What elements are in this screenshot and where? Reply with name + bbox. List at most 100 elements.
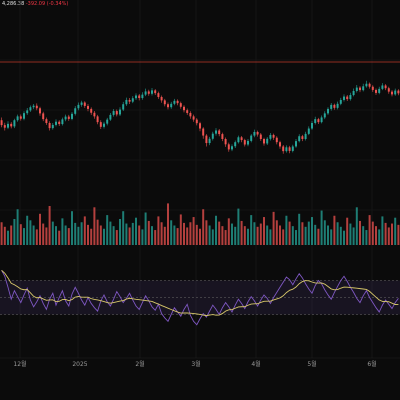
volume-bar bbox=[387, 227, 390, 245]
volume-bar bbox=[16, 209, 19, 245]
candle-body bbox=[135, 95, 137, 99]
candle-body bbox=[125, 99, 128, 105]
candle-body bbox=[231, 146, 233, 150]
candle-body bbox=[147, 91, 150, 94]
volume-bar bbox=[391, 223, 393, 245]
volume-bar bbox=[163, 226, 166, 245]
volume-bar bbox=[189, 222, 192, 245]
volume-bar bbox=[240, 220, 243, 245]
candle-body bbox=[224, 138, 227, 145]
volume-bar bbox=[301, 222, 304, 245]
candle-body bbox=[387, 88, 390, 92]
volume-bar bbox=[13, 219, 16, 245]
volume-bar bbox=[218, 221, 221, 245]
volume-bar bbox=[266, 225, 269, 245]
volume-bar bbox=[343, 230, 345, 245]
volume-bar bbox=[237, 208, 240, 245]
candle-body bbox=[16, 116, 19, 121]
volume-bar bbox=[144, 212, 147, 245]
candle-body bbox=[35, 105, 38, 109]
volume-bar bbox=[333, 215, 336, 245]
candle-body bbox=[339, 99, 342, 104]
ohlc-header: 4,286.38 -392.09 (-0.34%) bbox=[2, 0, 68, 8]
candle-body bbox=[90, 108, 93, 113]
rsi-line bbox=[1, 270, 399, 326]
x-tick-label: 2월 bbox=[135, 360, 144, 368]
volume-bar bbox=[285, 215, 288, 245]
volume-bar bbox=[282, 229, 285, 245]
volume-bar bbox=[272, 211, 275, 245]
candle-body bbox=[71, 113, 73, 119]
candle-body bbox=[349, 95, 352, 100]
volume-bar bbox=[64, 225, 67, 245]
candle-body bbox=[138, 95, 141, 99]
volume-bar bbox=[35, 229, 38, 245]
candle-body bbox=[259, 134, 262, 139]
volume-bar bbox=[215, 215, 217, 245]
volume-bar bbox=[67, 228, 70, 245]
volume-bar bbox=[352, 227, 355, 245]
candle-body bbox=[343, 96, 345, 100]
candle-body bbox=[215, 130, 217, 134]
candle-body bbox=[0, 120, 3, 126]
volume-bar bbox=[307, 221, 310, 245]
volume-bar bbox=[234, 226, 237, 245]
candle-body bbox=[32, 105, 35, 108]
volume-bar bbox=[39, 213, 41, 245]
volume-bar bbox=[23, 228, 25, 245]
volume-bar bbox=[51, 221, 54, 245]
volume-bar bbox=[314, 224, 317, 245]
volume-bar bbox=[45, 227, 48, 245]
candle-body bbox=[67, 116, 70, 119]
x-tick-label: 12월 bbox=[13, 360, 26, 368]
volume-bar bbox=[227, 218, 230, 245]
volume-bar bbox=[112, 226, 115, 245]
candle-body bbox=[51, 124, 54, 129]
candle-body bbox=[7, 123, 9, 128]
volume-bar bbox=[346, 217, 349, 245]
candle-body bbox=[378, 88, 381, 93]
volume-bar bbox=[109, 221, 112, 245]
volume-bar bbox=[288, 221, 291, 245]
volume-bar bbox=[355, 207, 358, 245]
candle-body bbox=[275, 137, 278, 143]
volume-bar bbox=[122, 211, 125, 245]
volume-bar bbox=[48, 206, 51, 245]
candle-body bbox=[327, 108, 329, 114]
volume-bar bbox=[167, 203, 169, 245]
volume-bar bbox=[58, 230, 61, 245]
volume-bar bbox=[371, 221, 374, 245]
candle-body bbox=[42, 113, 45, 120]
candle-body bbox=[55, 121, 57, 125]
candle-body bbox=[227, 144, 230, 150]
candle-body bbox=[179, 103, 182, 107]
volume-bar bbox=[160, 222, 163, 245]
candle-body bbox=[99, 122, 102, 127]
candle-body bbox=[208, 138, 211, 144]
volume-bar bbox=[125, 223, 128, 245]
volume-bar bbox=[317, 228, 320, 245]
candle-body bbox=[83, 102, 86, 106]
candle-body bbox=[253, 131, 256, 136]
volume-bar bbox=[295, 230, 297, 245]
volume-bar bbox=[339, 226, 342, 245]
candle-body bbox=[64, 116, 67, 120]
volume-bar bbox=[26, 215, 29, 245]
volume-bar bbox=[323, 220, 326, 245]
volume-bar bbox=[0, 222, 3, 245]
volume-bar bbox=[394, 217, 397, 245]
volume-bar bbox=[19, 224, 22, 245]
volume-bar bbox=[141, 229, 144, 245]
volume-bar bbox=[311, 217, 313, 245]
volume-bar bbox=[115, 230, 118, 245]
volume-bar bbox=[157, 216, 160, 245]
candle-body bbox=[256, 131, 259, 135]
candle-body bbox=[333, 104, 336, 108]
x-axis: 12월 2025 2월 3월 4월 5월 6월 bbox=[0, 357, 400, 368]
candle-body bbox=[195, 119, 198, 124]
candle-body bbox=[311, 122, 313, 129]
volume-bar bbox=[10, 225, 13, 245]
volume-bar bbox=[349, 223, 352, 245]
candle-body bbox=[247, 140, 249, 145]
